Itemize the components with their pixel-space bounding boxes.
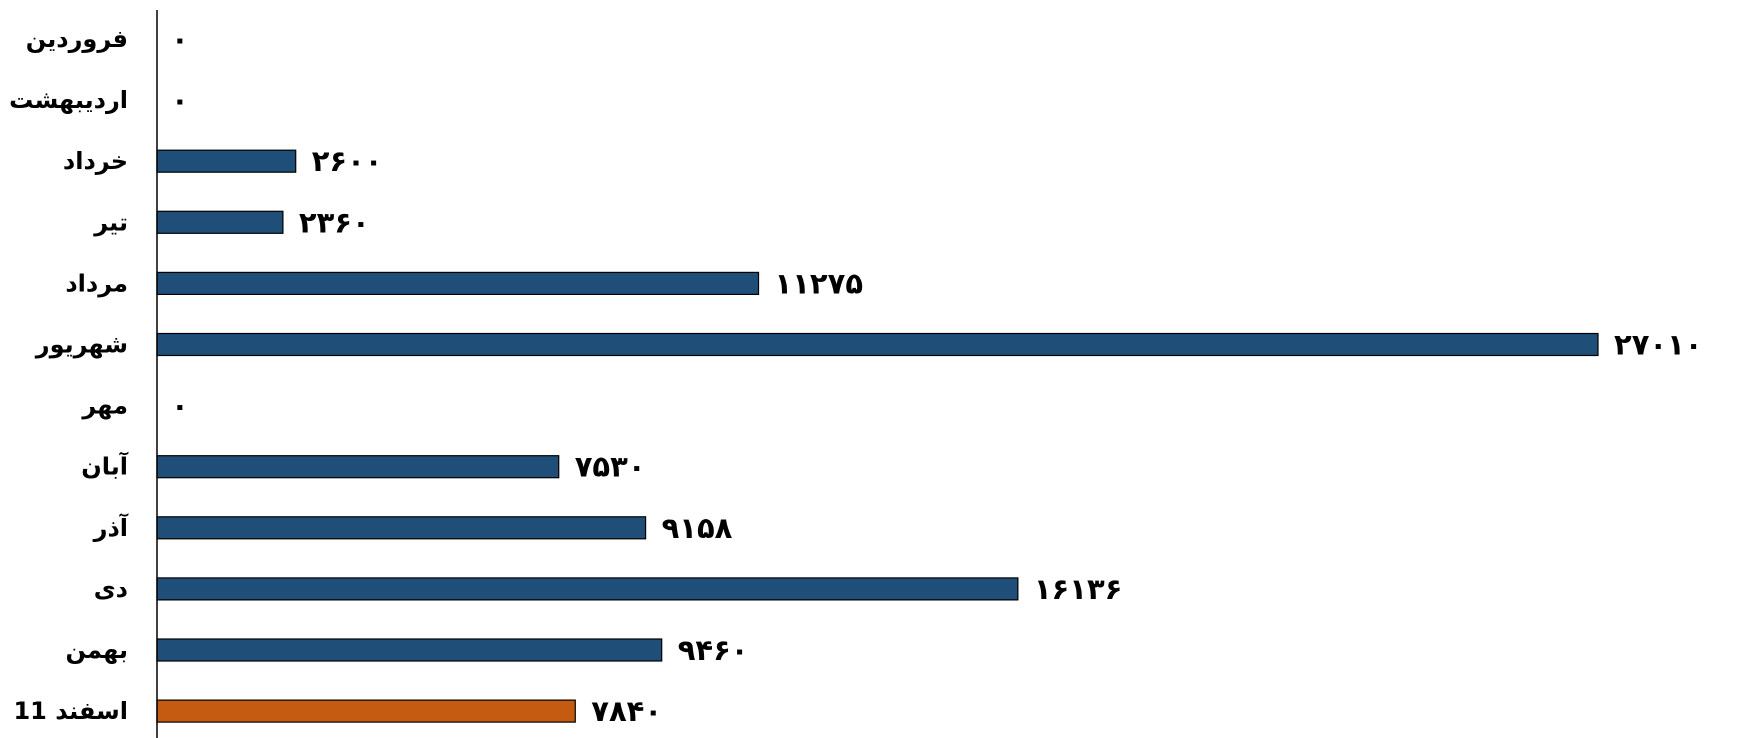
bar: [156, 210, 284, 234]
category-label: مرداد: [65, 269, 128, 297]
value-label: ۹۴۶۰: [678, 633, 749, 667]
value-label: ۲۶۰۰: [312, 144, 383, 178]
category-label: آذر: [93, 513, 129, 542]
category-label: شهریور: [35, 331, 128, 359]
bar: [156, 332, 1599, 357]
bar: [156, 699, 576, 723]
value-label: ۷۵۳۰: [575, 450, 646, 484]
value-label: ۰: [171, 22, 189, 56]
value-label: ۱۶۱۳۶: [1034, 572, 1123, 606]
bar: [156, 638, 663, 662]
value-label: ۰: [171, 389, 189, 423]
value-label: ۷۸۴۰: [591, 694, 662, 728]
category-label: اردیبهشت: [9, 86, 128, 114]
value-label: ۹۱۵۸: [662, 511, 733, 545]
bar: [156, 516, 647, 540]
value-label: ۲۷۰۱۰: [1614, 328, 1703, 362]
bar: [156, 149, 297, 173]
category-label: تیر: [93, 208, 128, 236]
category-label: فروردین: [26, 25, 128, 53]
bar: [156, 455, 560, 479]
value-label: ۰: [171, 83, 189, 117]
category-label: بهمن: [65, 636, 128, 664]
value-label: ۱۱۲۷۵: [775, 266, 864, 300]
value-labels-group: ۰ ۰ ۲۶۰۰ ۲۳۶۰ ۱۱۲۷۵ ۲۷۰۱۰ ۰ ۷۵۳۰ ۹۱۵۸ ۱۶۱۳۶ ۹۴۶۰ ۷۸…: [171, 22, 1703, 728]
category-label: خرداد: [63, 147, 128, 175]
category-label: مهر: [81, 392, 128, 420]
bar: [156, 271, 760, 295]
value-label: ۲۳۶۰: [299, 205, 370, 239]
category-label: 11 اسفند: [13, 697, 128, 725]
category-label: آبان: [81, 452, 129, 481]
bars-group: [156, 149, 1599, 723]
category-labels-group: فروردین اردیبهشت خرداد تیر مرداد شهریور مهر آبا…: [9, 25, 129, 725]
bar: [156, 577, 1019, 601]
category-label: دی: [94, 575, 128, 603]
